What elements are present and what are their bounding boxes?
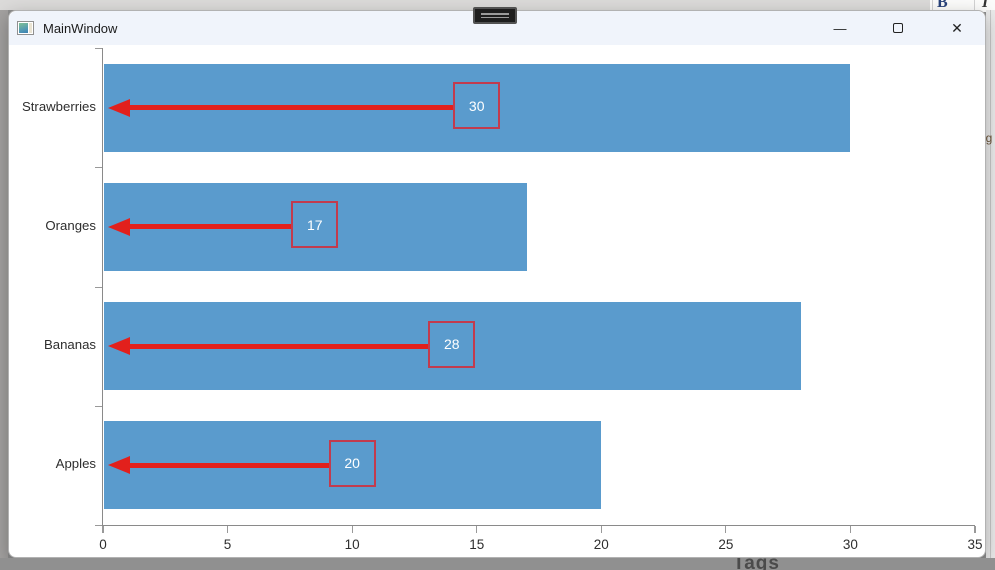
- toolbar-divider: [932, 0, 933, 12]
- minimize-button[interactable]: —: [833, 20, 847, 36]
- x-tick-label: 25: [718, 537, 734, 552]
- x-axis-tick: [849, 526, 852, 533]
- toolbar-divider: [974, 0, 975, 12]
- value-annotation-box: 28: [428, 320, 476, 368]
- y-axis-tick: [94, 525, 102, 527]
- desktop-background-bottom: Tags: [0, 558, 995, 570]
- annotation-arrow-head: [108, 98, 130, 117]
- category-label: Apples: [55, 456, 96, 472]
- app-icon: [17, 21, 34, 35]
- window-title: MainWindow: [43, 20, 118, 36]
- value-annotation-box: 30: [453, 82, 501, 130]
- x-tick-label: 10: [344, 537, 360, 552]
- annotation-arrow-line: [128, 224, 294, 230]
- x-tick-label: 0: [99, 537, 107, 552]
- x-tick-label: 5: [223, 537, 232, 552]
- x-axis-line: [101, 524, 975, 526]
- italic-icon: I: [982, 0, 989, 11]
- close-button[interactable]: ✕: [951, 19, 963, 36]
- maximize-icon: [893, 23, 903, 33]
- x-tick-label: 15: [469, 537, 485, 552]
- annotation-arrow-head: [108, 456, 130, 475]
- y-axis-line: [101, 48, 103, 526]
- desktop-background-left: [0, 10, 8, 570]
- background-tags-label: Tags: [733, 558, 780, 570]
- background-divider: [990, 10, 991, 558]
- x-tick-label: 30: [842, 537, 858, 552]
- category-label: Bananas: [43, 337, 96, 353]
- y-axis-tick: [94, 167, 102, 169]
- y-axis-tick: [94, 48, 102, 50]
- bold-icon: B: [937, 0, 948, 11]
- x-axis-tick: [974, 526, 976, 533]
- desktop-background-top: [0, 0, 995, 10]
- y-axis-tick: [94, 405, 102, 407]
- x-axis-tick: [476, 526, 478, 533]
- app-icon-sliver: [29, 23, 32, 33]
- annotation-arrow-line: [128, 343, 431, 349]
- annotation-arrow-line: [128, 105, 456, 111]
- x-tick-label: 20: [593, 537, 609, 552]
- x-axis-tick: [600, 526, 602, 533]
- window-grip-pill[interactable]: [473, 7, 517, 24]
- desktop-background-right: ng: [986, 10, 995, 558]
- background-partial-text: ng: [986, 131, 993, 145]
- annotation-arrow-line: [128, 462, 331, 468]
- value-annotation-box: 17: [291, 201, 339, 249]
- y-axis-tick: [94, 286, 102, 288]
- annotation-arrow-head: [108, 217, 130, 236]
- x-axis-tick: [102, 526, 104, 533]
- x-axis-tick: [226, 526, 229, 533]
- x-axis-tick: [725, 526, 727, 533]
- maximize-button[interactable]: [883, 11, 913, 45]
- grip-line-icon: [481, 16, 509, 18]
- app-icon-thumbnail: [19, 23, 28, 33]
- background-app-toolbar: B I: [930, 0, 995, 12]
- value-annotation-box: 20: [328, 439, 376, 487]
- annotation-arrow-head: [108, 337, 130, 356]
- x-axis-tick: [351, 526, 353, 533]
- grip-line-icon: [481, 13, 509, 15]
- category-label: Oranges: [45, 217, 96, 233]
- category-label: Strawberries: [21, 98, 96, 114]
- x-tick-label: 35: [967, 537, 983, 552]
